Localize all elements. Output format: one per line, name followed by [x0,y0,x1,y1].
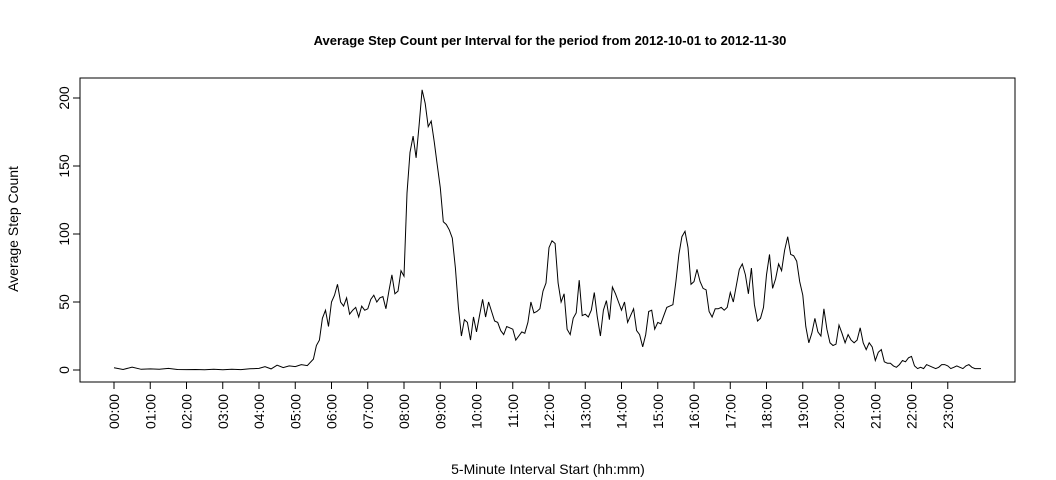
series-line-0 [113,89,981,371]
plot-area [113,89,981,371]
x-tick-label: 16:00 [686,394,702,429]
x-tick-label: 02:00 [179,394,195,429]
x-axis-label: 5-Minute Interval Start (hh:mm) [451,461,645,477]
x-tick-label: 14:00 [614,394,630,429]
x-axis: 00:00 01:00 02:00 03:00 04:00 05:00 06:00 07:00… [106,381,956,429]
x-tick-label: 10:00 [469,394,485,429]
x-tick-label: 21:00 [867,394,883,429]
x-tick-label: 06:00 [324,394,340,429]
y-tick-label: 150 [56,154,72,178]
x-tick-label: 18:00 [759,394,775,429]
x-tick-label: 19:00 [795,394,811,429]
x-tick-label: 00:00 [106,394,122,429]
x-tick-label: 09:00 [432,394,448,429]
x-tick-label: 23:00 [940,394,956,429]
y-tick-label: 50 [56,294,72,310]
x-tick-label: 12:00 [541,394,557,429]
x-tick-label: 03:00 [215,394,231,429]
x-tick-label: 17:00 [722,394,738,429]
x-tick-label: 04:00 [251,394,267,429]
y-axis-label: Average Step Count [5,166,21,292]
y-tick-label: 0 [56,366,72,374]
x-tick-label: 22:00 [904,394,920,429]
x-tick-label: 20:00 [831,394,847,429]
x-tick-label: 11:00 [505,394,521,428]
x-tick-label: 07:00 [360,394,376,429]
x-tick-label: 15:00 [650,394,666,429]
x-tick-label: 01:00 [142,394,158,429]
chart-title: Average Step Count per Interval for the … [314,33,787,48]
y-tick-label: 100 [56,222,72,246]
plot-frame [79,77,1016,383]
x-tick-label: 05:00 [287,394,303,429]
y-axis: 0 50 100 150 200 [56,86,81,374]
x-tick-label: 13:00 [577,394,593,429]
y-tick-label: 200 [56,86,72,110]
x-tick-label: 08:00 [396,394,412,429]
